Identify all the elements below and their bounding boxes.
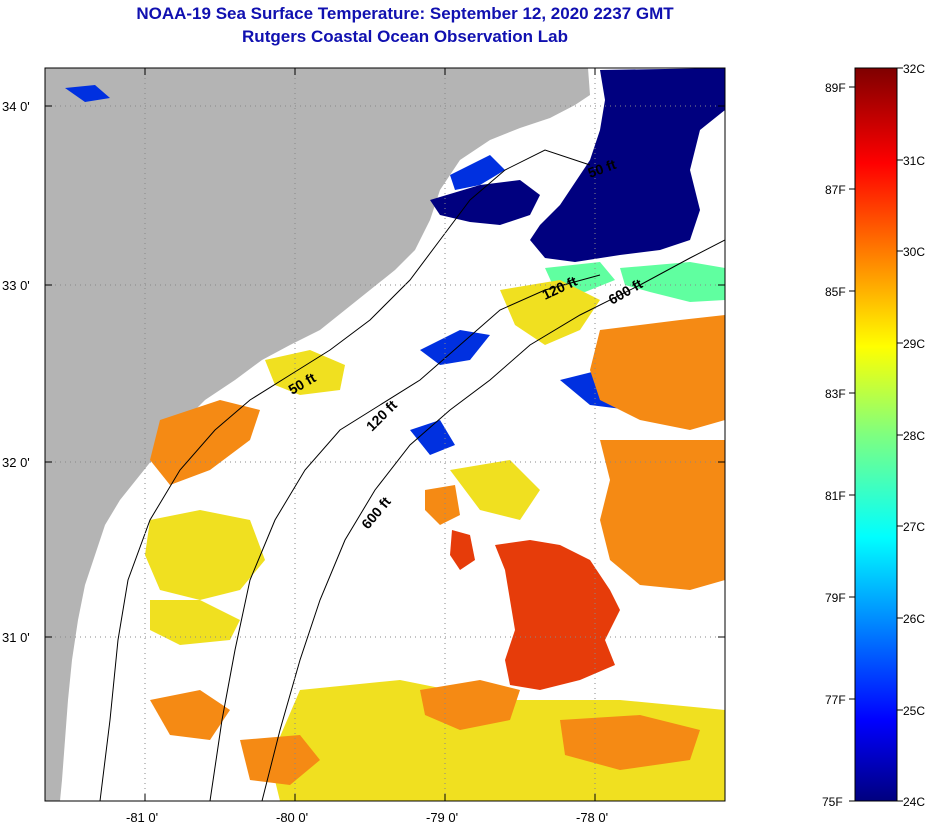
- celsius-label: 32C: [903, 62, 925, 76]
- orange-water-patches: [150, 315, 725, 785]
- lat-label: 32 0': [2, 455, 30, 470]
- isobath-600ft: [261, 239, 725, 801]
- fahrenheit-label: 75F: [822, 795, 843, 809]
- celsius-label: 29C: [903, 337, 925, 351]
- fahrenheit-label: 77F: [825, 693, 846, 707]
- lat-label: 34 0': [2, 99, 30, 114]
- plot-frame: [44, 67, 726, 802]
- lat-label: 31 0': [2, 630, 30, 645]
- fahrenheit-label: 83F: [825, 387, 846, 401]
- fahrenheit-label: 87F: [825, 183, 846, 197]
- lon-label: -81 0': [126, 810, 158, 825]
- land-mass: [45, 68, 590, 801]
- lon-label: -78 0': [576, 810, 608, 825]
- warm-spot-patch: [450, 530, 475, 570]
- celsius-label: 30C: [903, 245, 925, 259]
- celsius-label: 27C: [903, 520, 925, 534]
- tick-marks: [45, 68, 725, 801]
- yellow-water-patches: [145, 280, 725, 801]
- celsius-label: 25C: [903, 704, 925, 718]
- fahrenheit-label: 85F: [825, 285, 846, 299]
- map-subtitle: Rutgers Coastal Ocean Observation Lab: [242, 27, 568, 46]
- lon-label: -80 0': [276, 810, 308, 825]
- map-title: NOAA-19 Sea Surface Temperature: Septemb…: [136, 4, 674, 23]
- lon-label: -79 0': [426, 810, 458, 825]
- fahrenheit-label: 79F: [825, 591, 846, 605]
- colorbar: [854, 67, 898, 802]
- celsius-label: 24C: [903, 795, 925, 809]
- isobath-120ft: [209, 274, 601, 801]
- warm-core-patch: [495, 540, 620, 690]
- fahrenheit-label: 89F: [825, 81, 846, 95]
- cold-water-patches: [430, 68, 725, 262]
- colorbar-ticks: [849, 67, 903, 802]
- celsius-label: 28C: [903, 429, 925, 443]
- graticule: [45, 68, 725, 801]
- lat-label: 33 0': [2, 278, 30, 293]
- celsius-label: 31C: [903, 154, 925, 168]
- celsius-label: 26C: [903, 612, 925, 626]
- fahrenheit-label: 81F: [825, 489, 846, 503]
- isobath-50ft: [99, 149, 591, 801]
